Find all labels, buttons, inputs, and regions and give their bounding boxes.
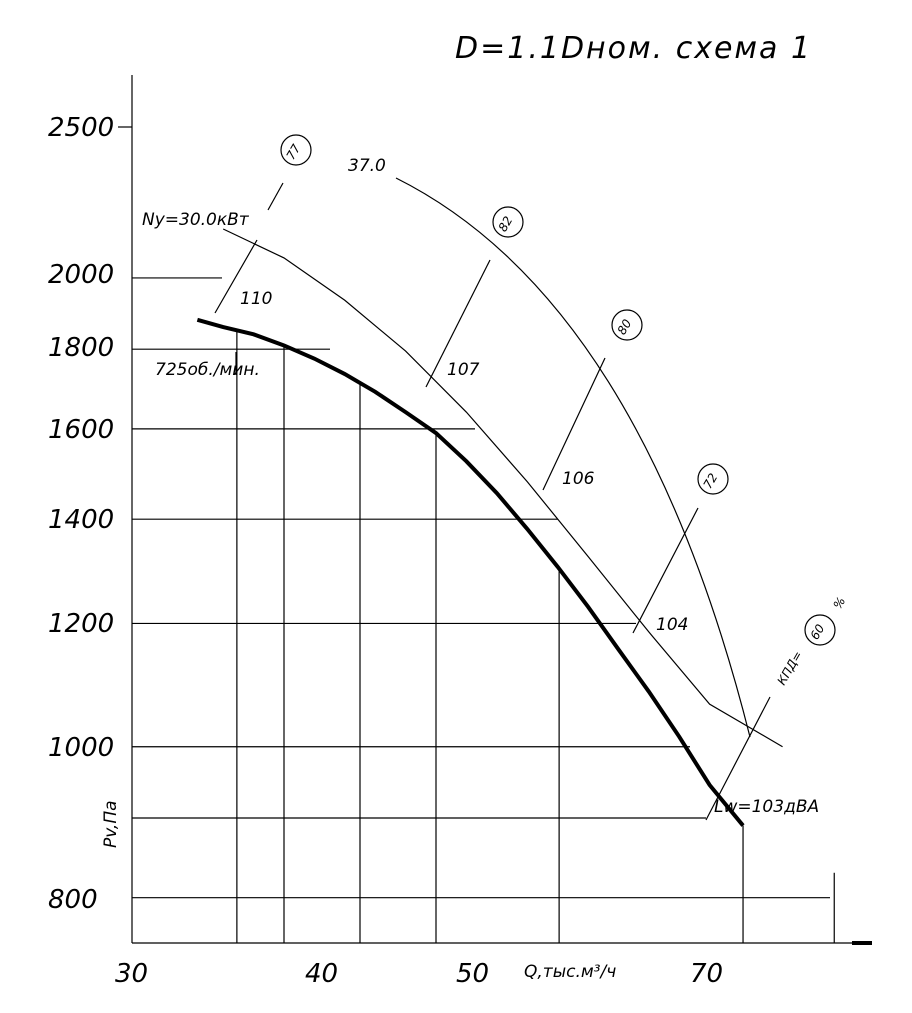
y-tick-label: 1800	[48, 333, 114, 363]
x-axis-label: Q,тыс.м³/ч	[524, 962, 616, 982]
efficiency-value: 82	[496, 214, 516, 234]
noise-labels: 110 107 106 104 Lw=103дВА	[240, 289, 819, 817]
chart-title: D=1.1Dном. схема 1	[455, 31, 812, 66]
y-tick-label: 2000	[48, 260, 114, 290]
efficiency-unit: %	[830, 595, 848, 612]
power-label-end: 37.0	[348, 156, 386, 176]
efficiency-prefix: КПД=	[774, 648, 805, 687]
chart-grid	[132, 177, 835, 943]
y-tick-label: 1600	[48, 415, 114, 445]
efficiency-marker: 80	[611, 309, 643, 341]
power-curve	[222, 228, 783, 748]
y-tick-label: 1400	[48, 505, 114, 535]
efficiency-marker: 77	[280, 134, 312, 166]
efficiency-markers: 77 82 80 72 60 КПД= %	[280, 134, 848, 688]
x-tick-label: 50	[456, 959, 489, 989]
power-labels: Ny=30.0кВт 37.0 725об./мин.	[142, 156, 386, 380]
efficiency-value: 77	[284, 142, 304, 163]
series-line	[196, 317, 745, 827]
x-tick-label: 30	[115, 959, 148, 989]
y-axis-label: Pv,Па	[101, 800, 121, 848]
max-power-envelope	[395, 177, 751, 738]
x-tick-label: 40	[305, 959, 338, 989]
speed-label: 725об./мин.	[155, 360, 260, 380]
noise-label: 104	[656, 615, 688, 635]
y-tick-label: 800	[48, 885, 98, 915]
efficiency-marker-60: 60 КПД= %	[774, 595, 848, 688]
y-tick-label: 1000	[48, 733, 114, 763]
efficiency-marker: 72	[697, 463, 729, 495]
noise-label: 106	[562, 469, 595, 489]
efficiency-marker: 82	[492, 206, 524, 238]
y-tick-label: 2500	[48, 113, 114, 143]
noise-label: 107	[447, 360, 480, 380]
efficiency-value: 60	[808, 622, 828, 643]
efficiency-lines	[214, 182, 771, 821]
power-label-start: Ny=30.0кВт	[142, 210, 250, 230]
noise-label: 110	[240, 289, 272, 309]
noise-label: Lw=103дВА	[714, 797, 819, 817]
efficiency-value: 80	[615, 317, 635, 338]
y-tick-label: 1200	[48, 609, 114, 639]
efficiency-value: 72	[701, 471, 721, 491]
y-axis-ticks: 2500 2000 1800 1600 1400 1200 1000 800	[48, 113, 114, 915]
x-tick-label: 70	[690, 959, 723, 989]
chart-axes-frame	[131, 75, 872, 945]
x-axis-ticks: 30 40 50 70	[115, 959, 723, 989]
